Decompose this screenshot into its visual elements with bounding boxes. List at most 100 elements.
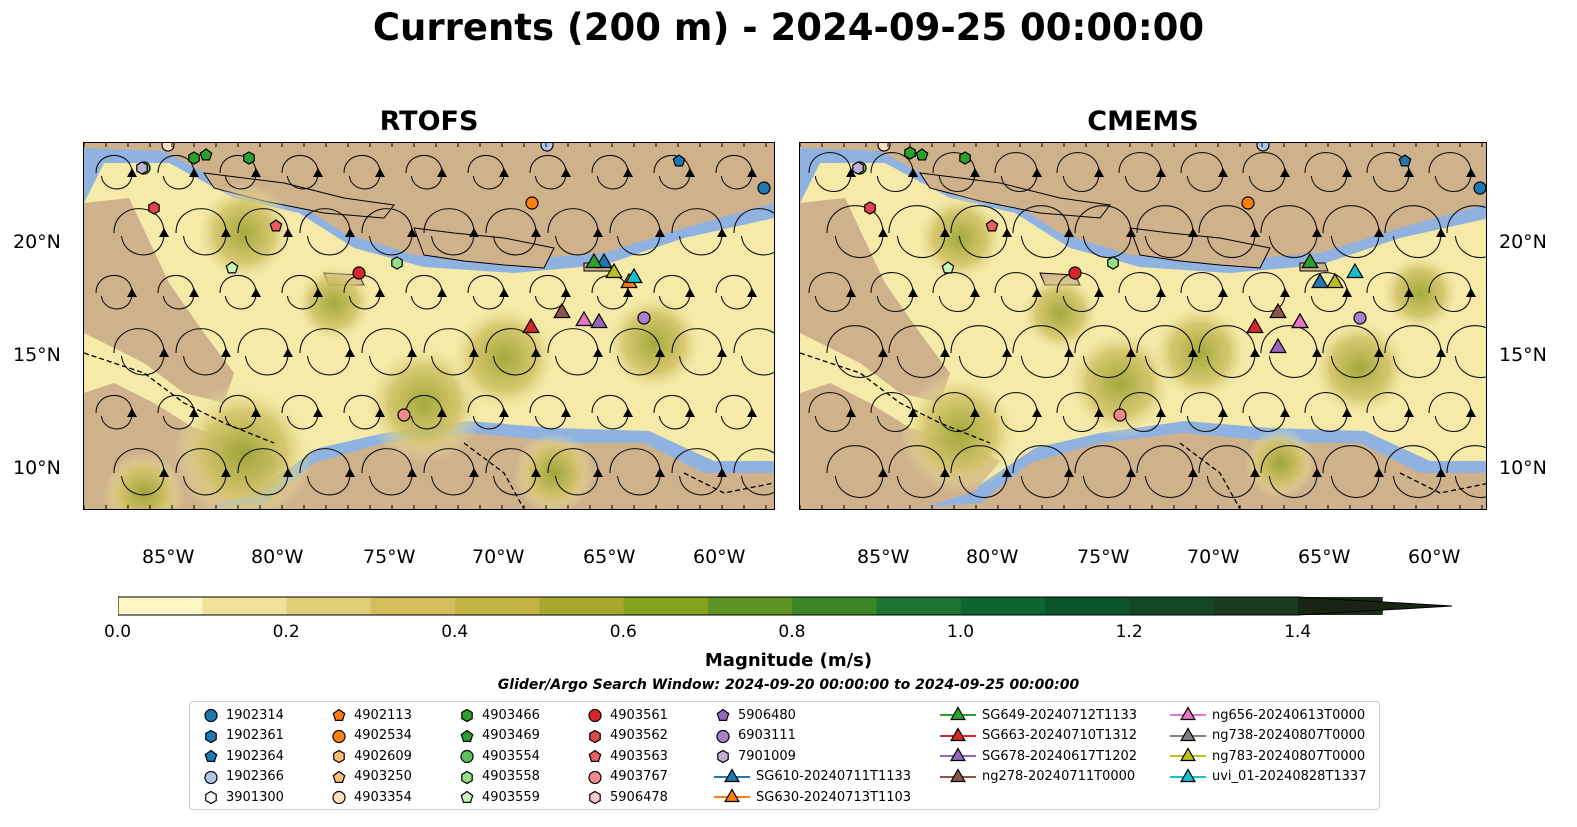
legend-item: 6903111 [714,727,796,745]
legend-item: SG610-20240711T1133 [714,767,911,786]
legend-label: 4903354 [354,789,412,805]
legend-item: uvi_01-20240828T1337 [1170,767,1367,786]
legend-label: ng738-20240807T0000 [1212,728,1366,743]
circle-marker-icon [588,770,602,784]
legend-item: SG649-20240712T1133 [940,706,1137,724]
legend-item: 1902314 [202,706,284,724]
lat-tick-label: 15°N [1499,344,1547,366]
pentagon-marker-icon [460,790,474,803]
legend-label: 4903559 [482,789,540,805]
legend-item: 1902364 [202,747,284,765]
legend-label: SG649-20240712T1133 [982,707,1138,723]
triangle-marker-icon [1170,747,1206,762]
lon-tick-label: 60°W [1408,546,1461,568]
triangle-marker-icon [714,788,750,803]
lon-tick-label: 75°W [363,546,416,568]
legend-item: 4903354 [330,788,412,806]
lat-tick-label: 20°N [1499,231,1547,253]
legend-label: 6903111 [738,728,796,743]
colorbar [118,596,1452,616]
map-canvas [800,143,1486,509]
legend-item: 4903561 [586,706,668,724]
map-canvas [84,143,774,509]
legend-item: SG678-20240617T1202 [940,747,1137,765]
legend-label: ng783-20240807T0000 [1212,748,1366,764]
hexagon-marker-icon [205,790,217,805]
legend-label: 1902364 [226,748,284,764]
triangle-marker-icon [1170,706,1206,721]
triangle-marker-icon [1170,726,1206,741]
legend: 1902314 1902361 1902364 1902366 3901300 49021… [189,701,1380,810]
colorbar-tick-label: 1.0 [947,622,975,642]
rtofs-map-title: RTOFS [379,106,479,137]
pentagon-marker-icon [204,749,218,762]
legend-item: 4903250 [330,768,412,786]
colorbar-tick-label: 0.0 [104,622,132,642]
lon-tick-label: 75°W [1077,546,1130,568]
legend-label: 4903562 [610,728,668,743]
pentagon-marker-icon [460,729,474,742]
circle-marker-icon [204,770,218,784]
legend-label: 3901300 [226,789,284,805]
triangle-marker-icon [940,767,976,782]
lon-tick-label: 65°W [583,546,636,568]
legend-label: 4903767 [610,769,668,784]
legend-label: 4902113 [354,707,412,723]
search-window-text: Glider/Argo Search Window: 2024-09-20 00… [497,677,1080,693]
lon-tick-label: 70°W [472,546,525,568]
legend-item: 4903767 [586,768,668,786]
circle-marker-icon [460,749,474,764]
lon-tick-label: 85°W [142,546,195,568]
triangle-marker-icon [714,767,750,782]
legend-item: 4902609 [330,747,412,765]
legend-label: uvi_01-20240828T1337 [1212,769,1367,784]
legend-item: ng783-20240807T0000 [1170,747,1365,765]
lat-tick-label: 15°N [13,344,61,366]
legend-item: SG630-20240713T1103 [714,788,911,806]
cmems-map[interactable] [799,142,1487,510]
rtofs-map[interactable] [83,142,775,510]
triangle-marker-icon [1170,767,1206,782]
legend-item: 4903562 [586,727,668,745]
legend-label: 4903466 [482,707,540,723]
legend-item: 1902366 [202,768,284,786]
lon-tick-label: 70°W [1187,546,1240,568]
colorbar-tick-label: 1.2 [1115,622,1143,642]
lat-tick-label: 10°N [1499,457,1547,479]
hexagon-marker-icon [461,708,473,723]
circle-marker-icon [716,729,730,743]
cmems-map-title: CMEMS [1087,106,1199,137]
pentagon-marker-icon [588,749,602,762]
legend-label: 4903250 [354,769,412,784]
legend-label: 4903554 [482,748,540,764]
lat-tick-label: 10°N [13,457,61,479]
legend-item: 5906478 [586,788,668,806]
legend-label: 1902361 [226,728,284,743]
legend-item: 4903469 [458,727,540,745]
lon-tick-label: 60°W [693,546,746,568]
legend-item: 4903559 [458,788,540,806]
circle-marker-icon [332,790,346,805]
legend-item: 4903554 [458,747,540,765]
legend-label: ng278-20240711T0000 [982,769,1136,784]
legend-item: ng656-20240613T0000 [1170,706,1365,724]
legend-item: 4902534 [330,727,412,745]
hexagon-marker-icon [717,749,729,764]
figure-title: Currents (200 m) - 2024-09-25 00:00:00 [372,6,1205,49]
legend-label: 5906478 [610,789,668,805]
triangle-marker-icon [940,747,976,762]
circle-marker-icon [588,708,602,723]
legend-item: SG663-20240710T1312 [940,726,1138,745]
colorbar-tick-label: 1.4 [1284,622,1312,642]
hexagon-marker-icon [333,749,345,764]
legend-item: 4903558 [458,768,540,786]
legend-label: 4902534 [354,728,412,743]
lon-tick-label: 80°W [966,546,1019,568]
legend-label: 4903469 [482,728,540,743]
lon-tick-label: 85°W [857,546,910,568]
legend-label: 1902314 [226,707,284,723]
legend-label: SG663-20240710T1312 [982,728,1138,743]
hexagon-marker-icon [589,729,601,743]
triangle-marker-icon [940,726,976,741]
lon-tick-label: 65°W [1298,546,1351,568]
